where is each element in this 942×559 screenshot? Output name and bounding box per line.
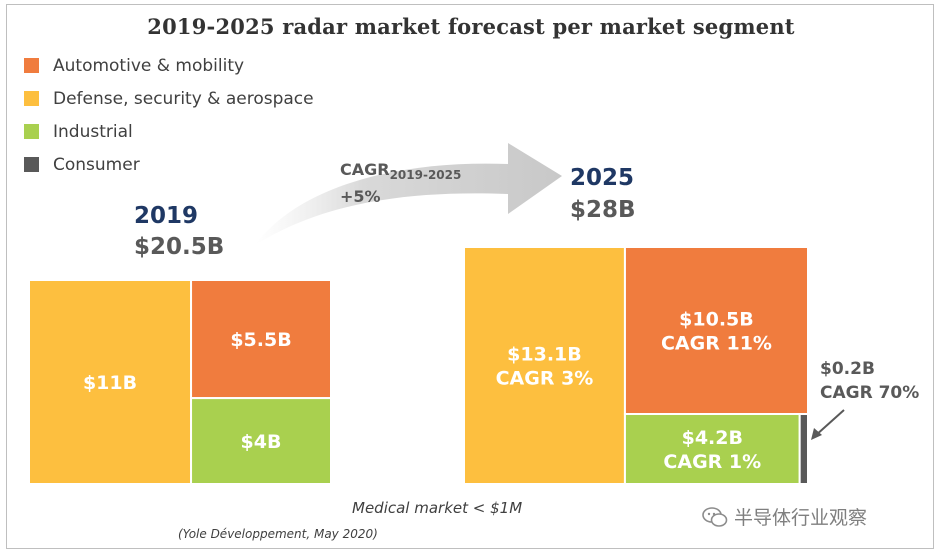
medical-market-note: Medical market < $1M [352,499,523,517]
legend-item-defense: Defense, security & aerospace [24,82,314,115]
cagr-period: 2019-2025 [389,168,462,183]
legend-label-industrial: Industrial [53,121,133,142]
legend-item-consumer: Consumer [24,148,314,181]
legend-label-defense: Defense, security & aerospace [53,88,314,109]
tile-2019-defense-security-aerospace-value: $11B [83,372,137,394]
consumer-value-label: $0.2B [820,359,875,379]
tile-2025-industrial-cagr: CAGR 1% [663,451,761,473]
consumer-pointer-arrowhead [811,428,822,440]
total-2025-label: $28B [570,197,636,223]
tile-2025-automotive-mobility-value: $10.5B [679,309,754,331]
tile-2025-consumer [798,413,809,486]
legend-item-automotive: Automotive & mobility [24,49,314,82]
treemap-2019: $11B $5.5B $4B [28,279,332,485]
growth-arrow [255,143,562,245]
tile-2019-industrial-value: $4B [241,431,282,453]
tile-2025-industrial-value: $4.2B [682,427,743,449]
wechat-icon [702,506,728,527]
tile-2025-industrial [623,413,801,486]
tile-2025-automotive-mobility-cagr: CAGR 11% [661,333,772,355]
tile-2025-automotive-mobility [623,246,810,416]
legend-swatch-industrial [24,124,39,139]
legend-label-consumer: Consumer [53,154,140,175]
watermark: 半导体行业观察 [702,503,867,530]
legend-item-industrial: Industrial [24,115,314,148]
cagr-callout: CAGR2019-2025 +5% [340,159,461,208]
tile-2025-defense-security-aerospace-cagr: CAGR 3% [496,368,594,390]
cagr-value: +5% [340,187,381,207]
consumer-cagr-label: CAGR 70% [820,383,919,403]
tile-2019-industrial [190,397,332,485]
tile-2019-automotive-mobility [190,279,332,400]
legend-swatch-consumer [24,157,39,172]
source-note: (Yole Développement, May 2020) [178,527,378,541]
total-2019-label: $20.5B [134,234,225,260]
consumer-pointer-arrow [814,409,845,437]
legend: Automotive & mobility Defense, security … [24,49,314,181]
watermark-text: 半导体行业观察 [734,507,868,529]
cagr-label: CAGR [340,160,390,179]
legend-swatch-defense [24,91,39,106]
legend-swatch-automotive [24,58,39,73]
chart-title: 2019-2025 radar market forecast per mark… [147,14,795,39]
tile-2019-automotive-mobility-value: $5.5B [230,329,291,351]
chart-frame [6,4,934,549]
year-2025-label: 2025 [570,165,635,191]
tile-2025-defense-security-aerospace-value: $13.1B [507,344,582,366]
tile-2025-defense-security-aerospace [463,246,626,485]
year-2019-label: 2019 [134,203,199,229]
legend-label-automotive: Automotive & mobility [53,55,245,76]
